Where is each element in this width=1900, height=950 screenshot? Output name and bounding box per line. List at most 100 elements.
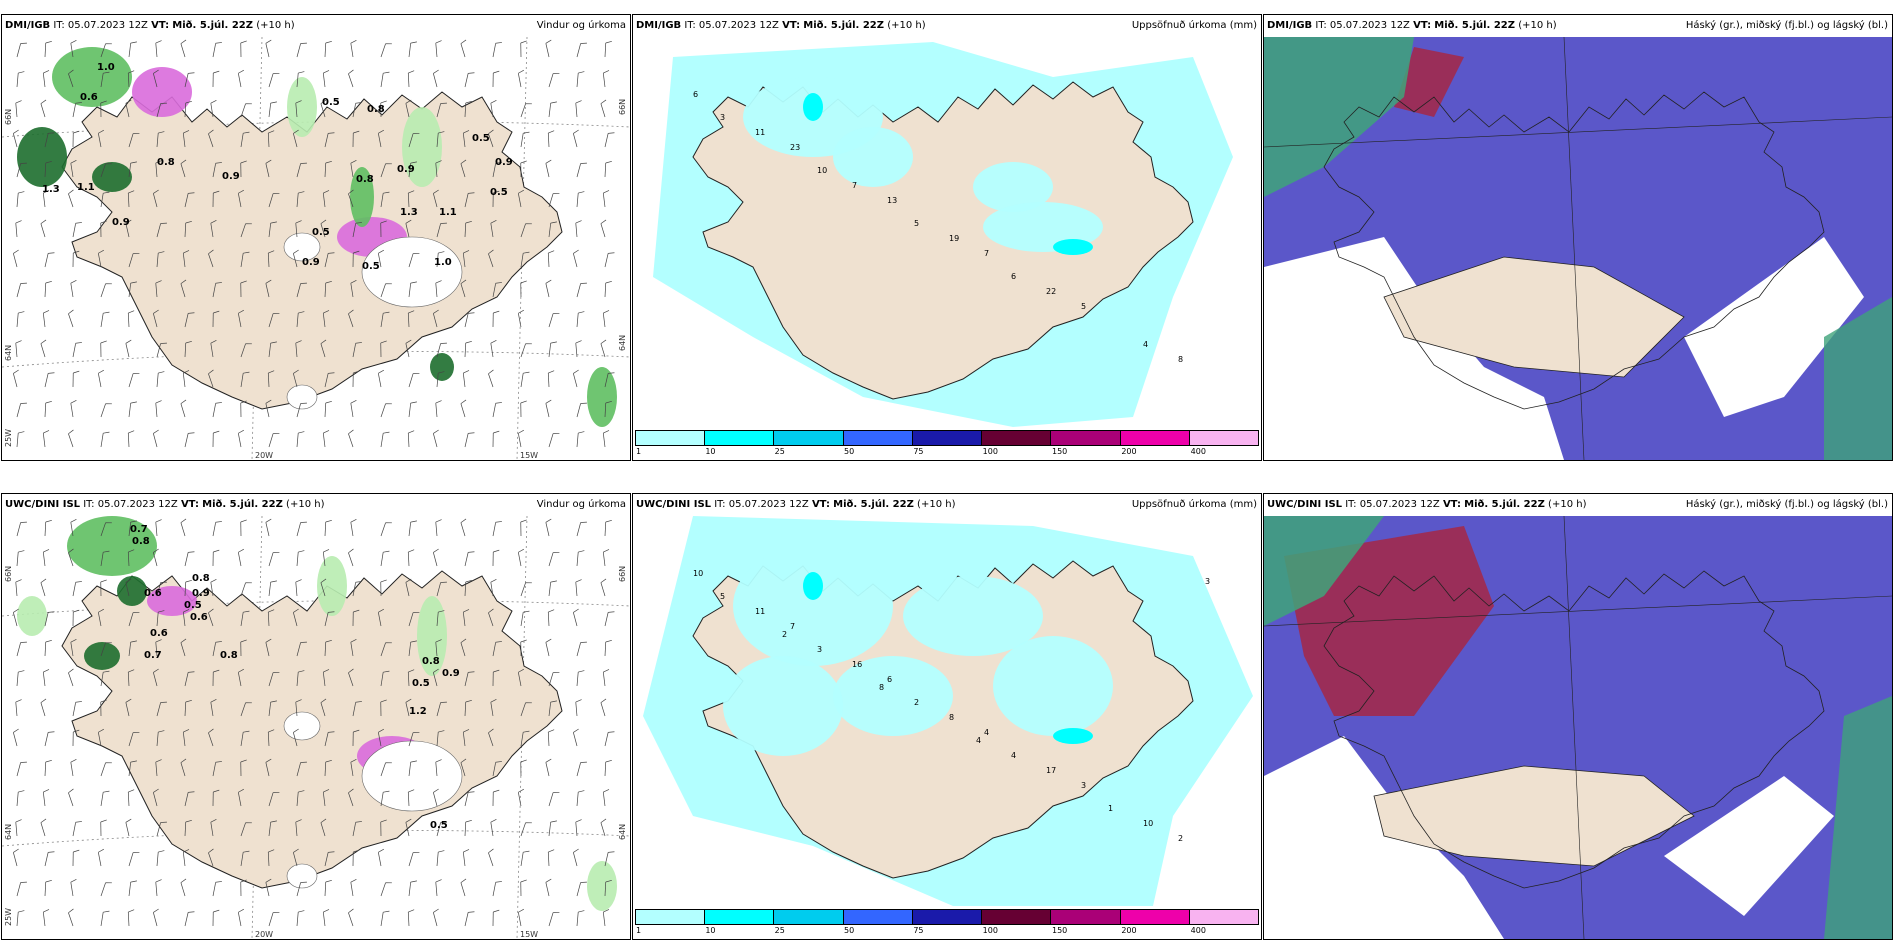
wind-barb bbox=[16, 311, 25, 328]
wind-barb bbox=[44, 639, 52, 657]
wind-barb bbox=[576, 311, 585, 328]
lead-time: (+10 h) bbox=[917, 499, 956, 510]
precip-value-label: 0.5 bbox=[312, 227, 330, 238]
wind-barb bbox=[153, 908, 159, 927]
wind-barb bbox=[576, 431, 585, 448]
wind-barb bbox=[97, 728, 105, 747]
iceland-coastline bbox=[1323, 570, 1825, 889]
wind-barb bbox=[268, 313, 280, 328]
accum-value-label: 16 bbox=[852, 660, 862, 669]
wind-barb bbox=[380, 642, 392, 657]
wind-barb bbox=[520, 280, 527, 298]
wind-barb bbox=[324, 280, 332, 298]
wind-barb bbox=[208, 369, 214, 388]
wind-barb bbox=[545, 39, 552, 58]
wind-barb bbox=[604, 851, 615, 867]
vt-value: Mið. 5.júl. 22Z bbox=[833, 499, 914, 510]
precip-value-label: 0.8 bbox=[422, 656, 440, 667]
wind-barb bbox=[180, 758, 187, 777]
lead-time: (+10 h) bbox=[1518, 20, 1557, 31]
wind-barb bbox=[296, 431, 305, 448]
accum-value-label: 6 bbox=[693, 90, 698, 99]
wind-barb bbox=[604, 519, 612, 537]
wind-barb bbox=[320, 99, 327, 118]
wind-barb bbox=[68, 668, 74, 687]
wind-barb bbox=[70, 878, 77, 897]
wind-barb bbox=[15, 819, 22, 837]
wind-barb bbox=[240, 639, 247, 657]
clear-area bbox=[1264, 237, 1564, 460]
lead-time: (+10 h) bbox=[1548, 499, 1587, 510]
wind-barb bbox=[208, 728, 214, 747]
wind-barb bbox=[72, 609, 80, 627]
wind-barb bbox=[380, 71, 390, 88]
wind-barb bbox=[576, 42, 587, 58]
wind-barb bbox=[380, 910, 390, 927]
wind-barb bbox=[16, 402, 27, 418]
wind-barb bbox=[44, 611, 55, 627]
wind-barb bbox=[13, 129, 19, 148]
wind-barb bbox=[125, 698, 132, 717]
wind-barb bbox=[128, 41, 137, 58]
lon-label-25: 25W bbox=[4, 907, 13, 926]
wind-barb bbox=[380, 100, 387, 118]
wind-barb bbox=[182, 609, 190, 627]
wind-barb bbox=[488, 728, 494, 747]
wind-barb bbox=[184, 699, 192, 717]
wind-barb bbox=[547, 250, 555, 268]
wind-barb bbox=[212, 669, 220, 687]
wind-barb bbox=[237, 69, 245, 88]
wind-barb bbox=[408, 161, 417, 178]
precip-value-label: 1.1 bbox=[77, 182, 95, 193]
precip-area bbox=[417, 596, 447, 676]
wind-barb bbox=[548, 820, 557, 837]
wind-barb bbox=[70, 159, 77, 178]
wind-barb bbox=[268, 433, 280, 448]
wind-barb bbox=[128, 373, 140, 388]
wind-barb bbox=[350, 638, 357, 657]
wind-barb bbox=[268, 672, 280, 687]
wind-barb bbox=[602, 190, 610, 208]
wind-barb bbox=[16, 71, 25, 88]
precip-area bbox=[587, 367, 617, 427]
wind-barb bbox=[408, 880, 417, 897]
wind-barb bbox=[212, 641, 222, 657]
wind-barb bbox=[268, 552, 280, 567]
wind-barb bbox=[296, 761, 307, 777]
wind-barb bbox=[128, 520, 137, 537]
wind-barb bbox=[548, 912, 560, 927]
wind-barb bbox=[240, 730, 250, 747]
precip-value-label: 1.0 bbox=[97, 62, 115, 73]
wind-barb bbox=[348, 548, 354, 567]
wind-barb bbox=[72, 250, 80, 268]
wind-barb bbox=[433, 668, 439, 687]
wind-barb bbox=[182, 729, 190, 747]
legend-label: 400 bbox=[1190, 926, 1206, 935]
wind-barb bbox=[576, 71, 585, 88]
precip-value-label: 0.9 bbox=[442, 668, 460, 679]
wind-barb bbox=[16, 431, 25, 448]
wind-barb bbox=[240, 400, 247, 418]
wind-barb bbox=[212, 430, 220, 448]
precip-area bbox=[402, 107, 442, 187]
wind-barb bbox=[380, 163, 392, 178]
vt-value: Mið. 5.júl. 22Z bbox=[1434, 20, 1516, 31]
accum-value-label: 7 bbox=[852, 181, 857, 190]
lon-label-20: 20W bbox=[255, 451, 274, 460]
wind-barb bbox=[604, 160, 612, 178]
vt-label: VT: bbox=[811, 499, 830, 510]
accum-value-label: 11 bbox=[755, 128, 765, 137]
precip-value-label: 0.8 bbox=[367, 104, 385, 115]
it-label: IT: bbox=[684, 20, 696, 31]
wind-barb bbox=[464, 819, 472, 837]
wind-barb bbox=[184, 432, 195, 448]
wind-barb bbox=[604, 611, 615, 627]
wind-barb bbox=[408, 612, 420, 627]
lat-right-64: 64N bbox=[618, 823, 627, 840]
wind-barb bbox=[212, 909, 220, 927]
precip-value-label: 0.6 bbox=[150, 628, 168, 639]
legend-label: 75 bbox=[913, 447, 924, 456]
iceland-coastline bbox=[692, 81, 1194, 400]
wind-barb bbox=[125, 99, 132, 118]
wind-barb bbox=[184, 100, 192, 118]
